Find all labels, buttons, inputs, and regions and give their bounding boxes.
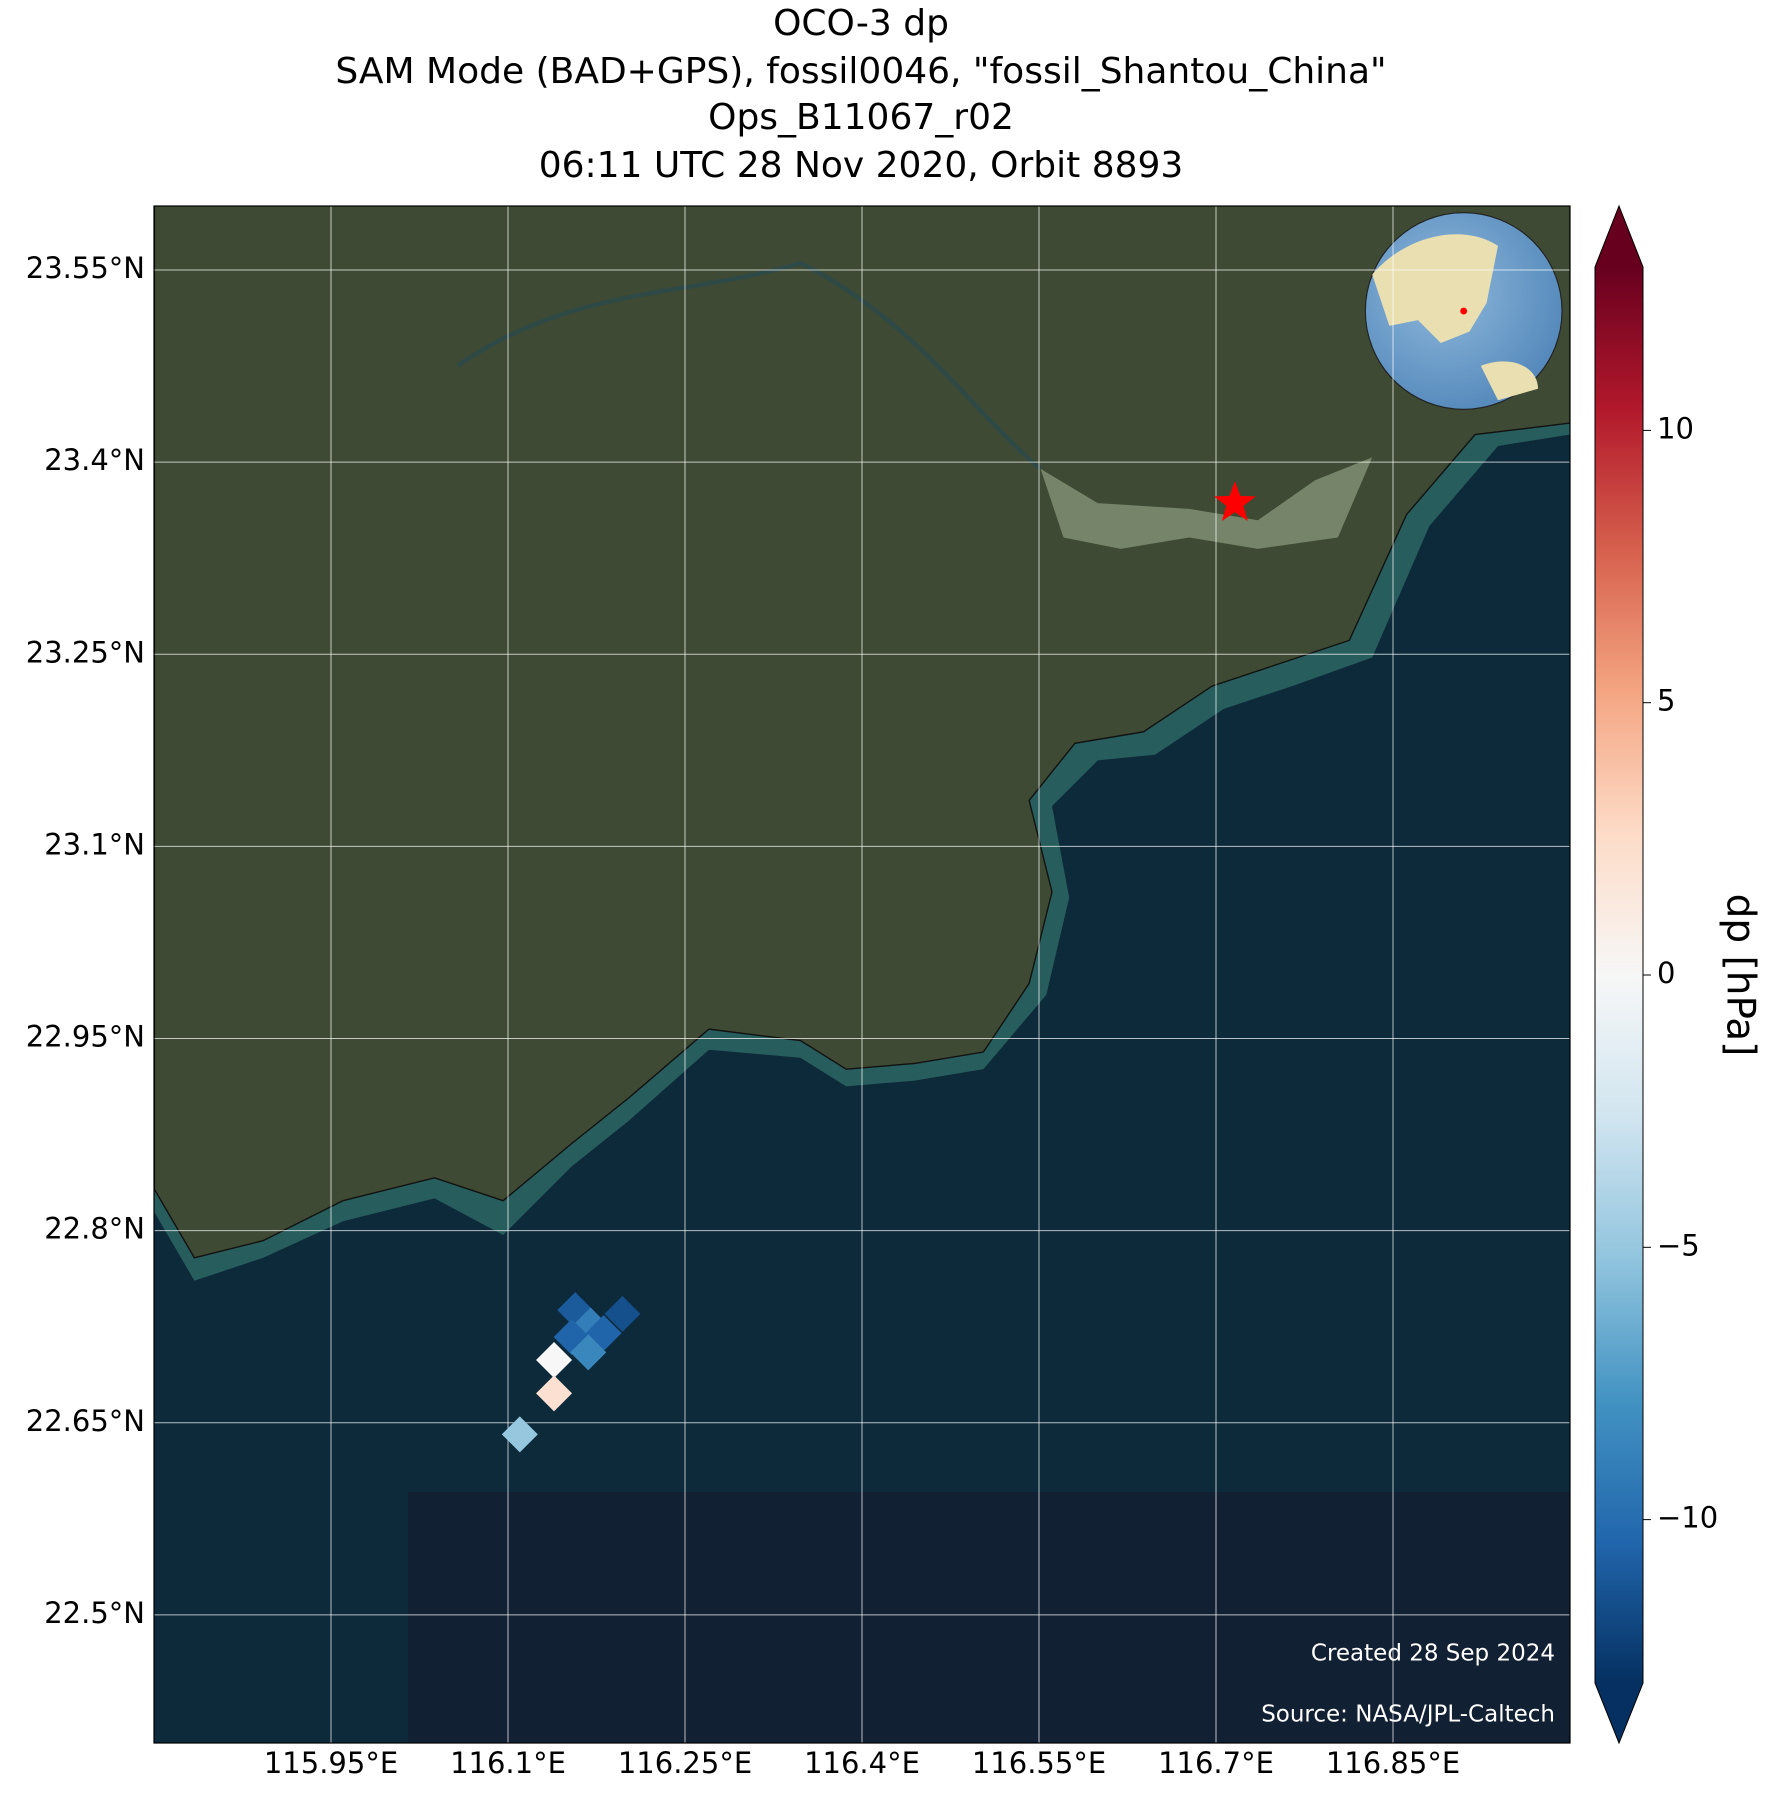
credit: Created 28 Sep 2024 <box>1311 1641 1555 1667</box>
colorbar-outline <box>1594 204 1644 1745</box>
river <box>456 260 1043 471</box>
y-tick-label: 22.8°N <box>44 1212 145 1246</box>
y-tick-label: 23.25°N <box>26 635 145 669</box>
soundings <box>501 1292 641 1453</box>
estuary <box>1040 457 1373 549</box>
y-tick-label: 22.95°N <box>26 1020 145 1054</box>
title-line: 06:11 UTC 28 Nov 2020, Orbit 8893 <box>539 145 1184 186</box>
x-tick-label: 116.1°E <box>450 1746 566 1780</box>
inset-marker <box>1460 307 1468 315</box>
title-line: OCO-3 dp <box>773 3 949 44</box>
colorbar-extend <box>1595 1683 1643 1743</box>
colorbar-label: dp [hPa] <box>1718 894 1763 1057</box>
sounding <box>570 1334 607 1371</box>
plot-frame <box>153 205 1571 1744</box>
colorbar-extend <box>1595 206 1643 267</box>
sounding <box>604 1295 641 1332</box>
grid <box>154 206 1570 1743</box>
sea-dark <box>408 1492 1570 1743</box>
y-tick-label: 23.55°N <box>26 251 145 285</box>
colorbar-tick-label: 5 <box>1657 684 1675 718</box>
colorbar-tick-label: −10 <box>1657 1501 1718 1535</box>
colorbar-tick-label: 0 <box>1657 956 1675 990</box>
y-tick-label: 22.5°N <box>44 1596 145 1630</box>
title-line: SAM Mode (BAD+GPS), fossil0046, "fossil_… <box>335 51 1386 92</box>
x-tick-label: 116.85°E <box>1326 1746 1460 1780</box>
x-tick-label: 116.25°E <box>618 1746 752 1780</box>
sounding <box>501 1416 538 1453</box>
x-tick-label: 116.7°E <box>1158 1746 1274 1780</box>
target-marker <box>1214 481 1256 521</box>
title-line: Ops_B11067_r02 <box>708 97 1014 138</box>
sounding <box>536 1342 573 1379</box>
colorbar-tick-label: −5 <box>1657 1228 1700 1262</box>
sounding <box>536 1375 573 1412</box>
shallow-water <box>154 423 1570 1281</box>
x-tick-label: 115.95°E <box>264 1746 398 1780</box>
y-tick-label: 23.1°N <box>44 827 145 861</box>
colorbar: −10 −5 0 5 10 <box>1594 204 1718 1745</box>
colorbar-gradient <box>1595 267 1643 1683</box>
x-tick-label: 116.4°E <box>804 1746 920 1780</box>
y-tick-label: 23.4°N <box>44 443 145 477</box>
x-tick-label: 116.55°E <box>972 1746 1106 1780</box>
credit: Source: NASA/JPL-Caltech <box>1261 1702 1555 1728</box>
colorbar-tick-label: 10 <box>1657 411 1694 445</box>
y-tick-label: 22.65°N <box>26 1404 145 1438</box>
inset-land <box>1372 234 1539 401</box>
